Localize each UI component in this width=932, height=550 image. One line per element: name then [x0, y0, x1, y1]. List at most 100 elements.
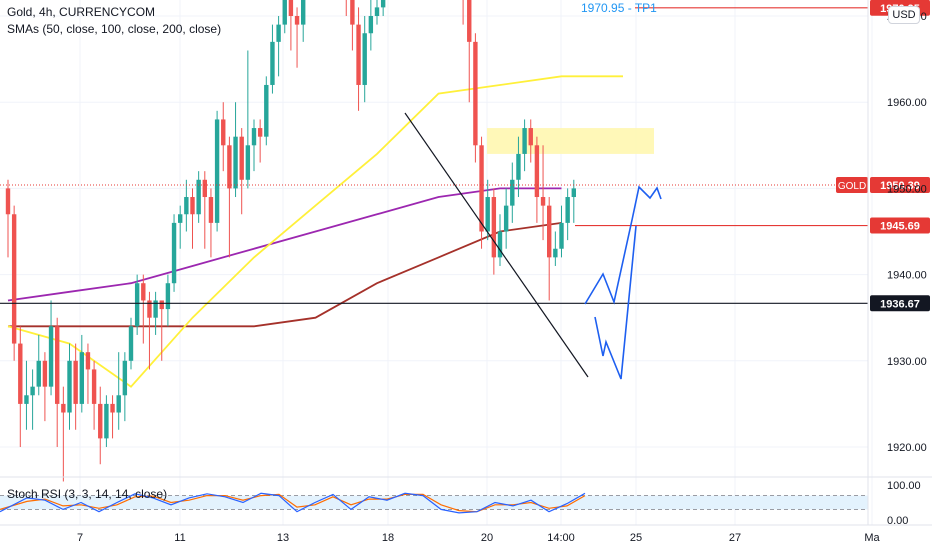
candle-body [147, 300, 152, 318]
candle-body [91, 369, 97, 404]
candle-body [522, 128, 527, 154]
candle-body [374, 7, 380, 16]
grid [0, 0, 873, 525]
candle-body [540, 197, 546, 206]
candle-body [251, 128, 257, 146]
candle-body [534, 145, 540, 198]
price-tick-label: 1940.00 [887, 270, 927, 282]
candle-body [110, 403, 115, 413]
time-tick-label: 25 [630, 532, 642, 544]
time-tick-label: 7 [77, 532, 83, 544]
candle-body [282, 0, 287, 25]
candle-body [356, 24, 361, 85]
annotation-layer: 1980.00 - TP21970.95 - TP11980.001970.95… [0, 0, 930, 380]
candle-body [473, 41, 478, 146]
candle-body [257, 128, 263, 137]
candle-body [510, 179, 515, 206]
candle-body [294, 16, 300, 25]
candle-body [184, 197, 189, 215]
stoch-tick-label: 0.00 [887, 515, 908, 527]
sma-layer [7, 75, 623, 388]
price-tick-label: 1960.00 [887, 97, 927, 109]
sma100-line [7, 187, 562, 302]
candle-body [516, 153, 521, 180]
stoch-tick-label: 100.00 [887, 480, 921, 492]
stoch-band [0, 495, 868, 510]
candle-body [134, 283, 140, 327]
candle-body [479, 145, 484, 232]
candle-body [24, 395, 29, 404]
candle-body [36, 360, 41, 387]
sma-legend[interactable]: SMAs (50, close, 100, close, 200, close) [7, 22, 222, 36]
candle-body [5, 188, 11, 215]
supply-zone [487, 128, 654, 154]
stoch-rsi-pane: 100.00 0.00 [0, 480, 921, 527]
time-tick-label: Ma [864, 532, 880, 544]
candle-body [227, 145, 232, 189]
level-1945-tag: 1945.69 [880, 221, 920, 233]
candle-body [276, 24, 281, 42]
support-price-tag: 1936.67 [880, 298, 920, 310]
candle-body [245, 145, 251, 180]
tp1-annotation: 1970.95 - TP1 [581, 1, 657, 15]
candle-body [485, 197, 490, 232]
candle-body [350, 0, 355, 25]
current-price-tag: 1950.39 [880, 180, 920, 192]
time-tick-label: 13 [277, 532, 289, 544]
candle-body [73, 360, 78, 404]
candle-body [61, 403, 66, 413]
candle-body [196, 179, 201, 215]
candle-body [104, 403, 109, 439]
symbol-tag-bg [836, 177, 868, 194]
candle-body [11, 214, 17, 344]
candle-body [270, 41, 275, 85]
candle-body [116, 395, 121, 413]
candle-body [491, 197, 497, 258]
candle-body [528, 128, 533, 146]
stoch-d-line [0, 493, 586, 513]
candle-body [559, 222, 564, 249]
price-tick-label: 1950.00 [887, 183, 927, 195]
candle-body [264, 84, 269, 137]
candle-body [571, 188, 576, 198]
candle-body [547, 205, 552, 258]
time-tick-label: 20 [481, 532, 493, 544]
stoch-legend[interactable]: Stoch RSI (3, 3, 14, 14, close) [7, 487, 168, 501]
candle-body [141, 283, 146, 301]
candle-body [42, 360, 48, 387]
projection-path-down [594, 225, 637, 380]
candle-body [214, 119, 220, 223]
candle-body [67, 360, 72, 413]
candle-body [79, 352, 84, 404]
candle-body [85, 352, 91, 370]
candle-body [368, 16, 374, 34]
candle-body [288, 0, 294, 16]
candle-body [202, 179, 207, 198]
sma50-line [7, 75, 623, 388]
candle-body [171, 222, 177, 284]
symbol-tag: GOLD [838, 181, 866, 192]
candle-body [18, 343, 23, 404]
candle-body [178, 214, 183, 223]
projection-path-up [584, 185, 662, 305]
time-tick-label: 18 [382, 532, 394, 544]
candle-body [233, 136, 238, 189]
time-tick-label: 14:00 [547, 532, 575, 544]
trendline [404, 112, 589, 378]
candle-body [159, 300, 164, 310]
support-price-tag-bg [870, 295, 930, 312]
currency-button[interactable]: USD [888, 6, 920, 24]
candle-body [301, 0, 306, 25]
candle-body [48, 326, 54, 387]
candle-body [467, 0, 472, 42]
candle-body [497, 231, 503, 258]
candle-body [362, 33, 367, 85]
candle-body [190, 197, 195, 215]
price-tick-label: 1920.00 [887, 442, 927, 454]
candle-body [239, 136, 244, 180]
symbol-legend[interactable]: Gold, 4h, CURRENCYCOM [7, 5, 156, 19]
candle-body [565, 197, 570, 223]
candle-body [98, 403, 103, 439]
candle-body [165, 283, 171, 310]
